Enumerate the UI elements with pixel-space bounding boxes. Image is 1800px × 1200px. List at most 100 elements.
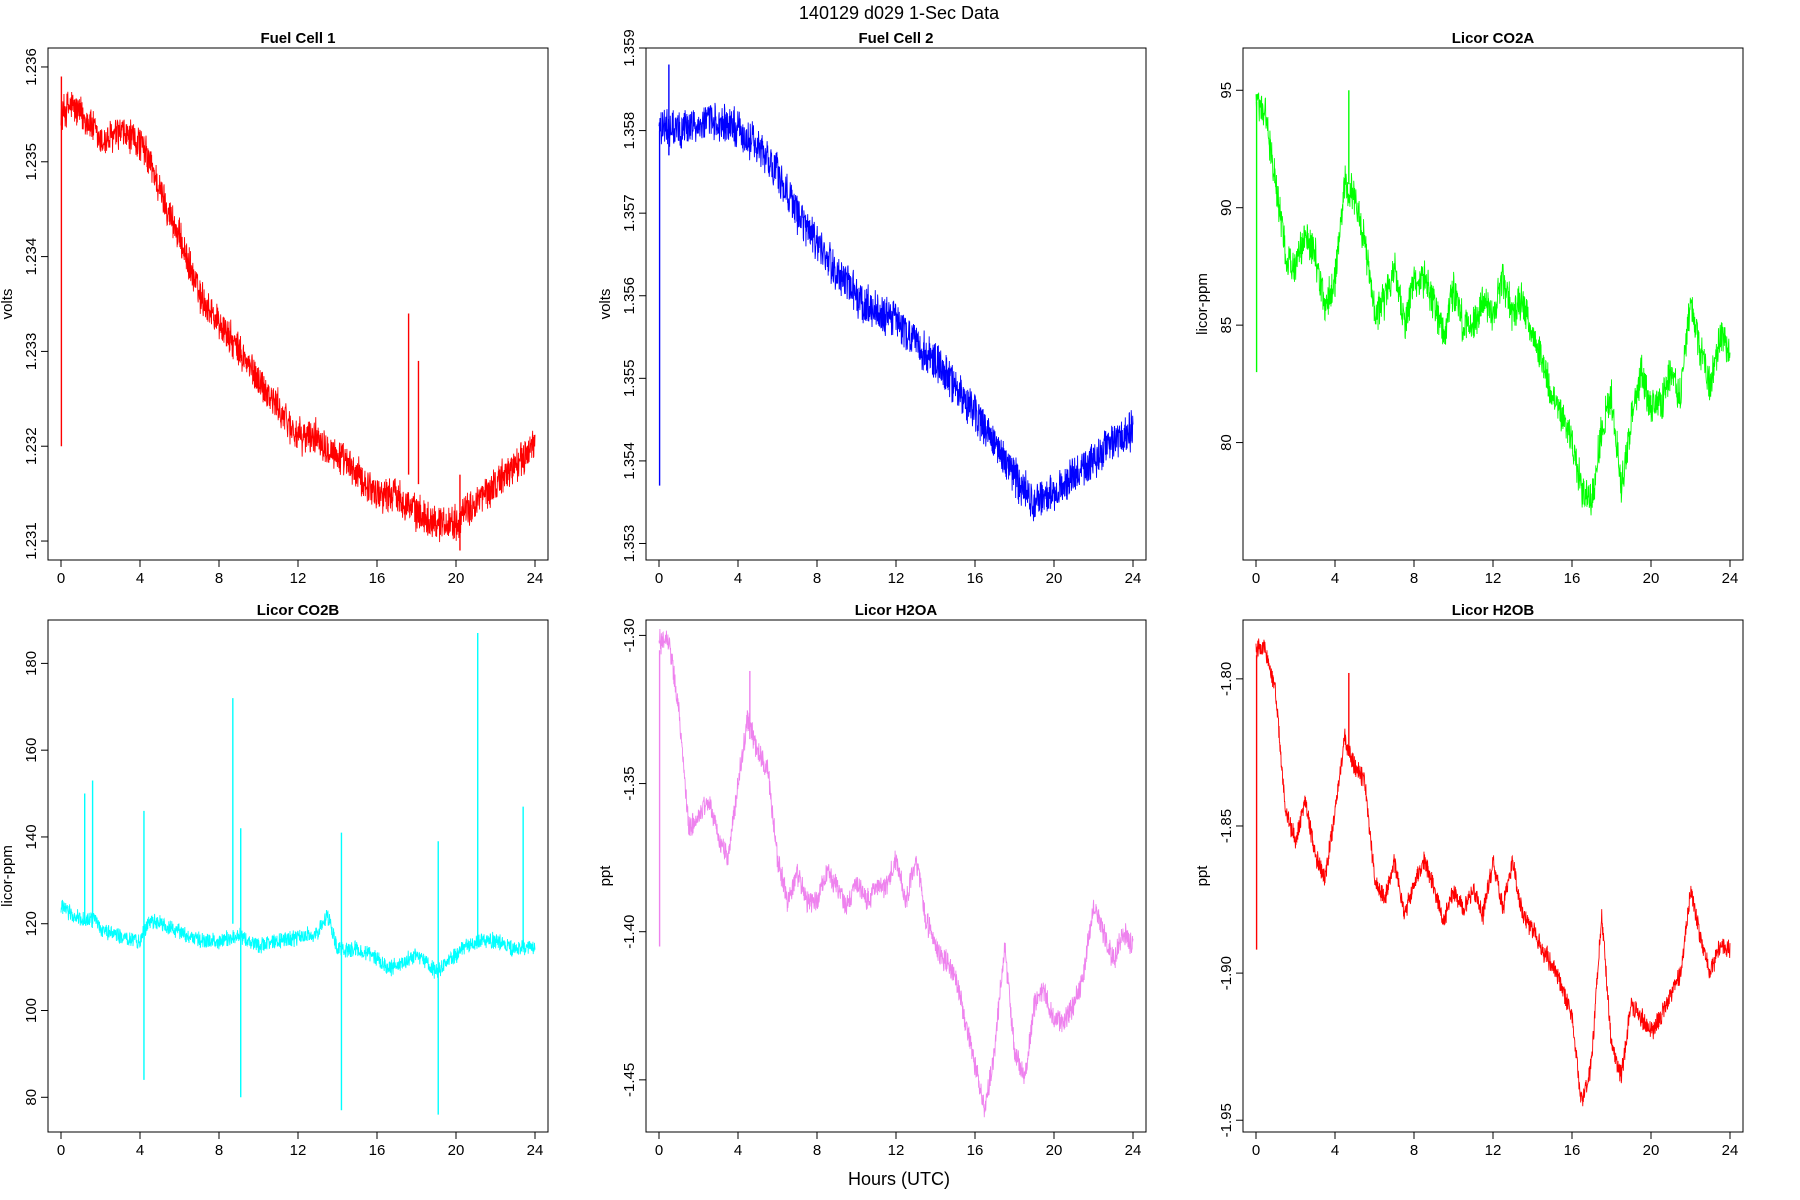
- x-tick-label: 16: [369, 570, 386, 587]
- y-tick-label: 90: [1218, 199, 1235, 216]
- x-tick-label: 4: [734, 570, 742, 587]
- y-tick-label: 1.356: [621, 277, 638, 315]
- x-tick-label: 4: [136, 1142, 144, 1159]
- x-tick-label: 16: [369, 1142, 386, 1159]
- x-tick-label: 4: [1331, 1142, 1339, 1159]
- x-tick-label: 8: [215, 1142, 223, 1159]
- x-tick-label: 24: [527, 1142, 544, 1159]
- plot-frame: [1242, 619, 1744, 1133]
- panel-title: Licor CO2A: [1452, 30, 1535, 47]
- x-tick-label: 16: [1564, 1142, 1581, 1159]
- y-tick-label: -1.90: [1218, 956, 1235, 990]
- x-tick-label: 0: [1252, 570, 1260, 587]
- x-tick-label: 0: [655, 1142, 663, 1159]
- plot-frame: [47, 619, 549, 1133]
- panel-title: Licor H2OB: [1452, 602, 1535, 619]
- x-tick-label: 4: [136, 570, 144, 587]
- y-tick-label: 1.234: [23, 238, 40, 276]
- x-tick-label: 24: [1125, 1142, 1142, 1159]
- x-tick-label: 20: [1046, 1142, 1063, 1159]
- y-tick-label: 1.358: [621, 112, 638, 150]
- panel-3: Licor CO2A licor-ppm 0 4 8 12 16 20 24 80 85 90 95: [1194, 30, 1744, 587]
- x-tick-label: 20: [1643, 570, 1660, 587]
- panel-title: Licor H2OA: [855, 602, 938, 619]
- x-tick-label: 20: [448, 570, 465, 587]
- y-tick-label: 1.359: [621, 29, 638, 67]
- x-tick-label: 8: [813, 570, 821, 587]
- series-trace: [1255, 92, 1731, 516]
- x-tick-label: 12: [888, 1142, 905, 1159]
- y-axis-label: volts: [0, 289, 16, 320]
- y-tick-label: 85: [1218, 317, 1235, 334]
- y-tick-label: 1.353: [621, 525, 638, 563]
- panel-title: Fuel Cell 1: [260, 30, 335, 47]
- panel-title: Fuel Cell 2: [858, 30, 933, 47]
- x-tick-label: 0: [57, 570, 65, 587]
- x-tick-label: 20: [1046, 570, 1063, 587]
- y-tick-label: 1.235: [23, 143, 40, 181]
- y-tick-label: 1.231: [23, 522, 40, 560]
- y-tick-label: 1.233: [23, 333, 40, 371]
- series-trace: [1255, 638, 1731, 1107]
- y-tick-label: 1.236: [23, 48, 40, 86]
- y-tick-label: -1.80: [1218, 662, 1235, 696]
- x-tick-label: 8: [813, 1142, 821, 1159]
- series-trace: [60, 899, 536, 979]
- x-tick-label: 4: [734, 1142, 742, 1159]
- panel-1: Fuel Cell 1 volts 0 4 8 12 16 20 24 1.231 1.232 1.2…: [0, 30, 549, 587]
- y-tick-label: 100: [23, 998, 40, 1023]
- y-tick-label: 80: [23, 1089, 40, 1106]
- y-tick-label: -1.45: [621, 1063, 638, 1097]
- y-axis-label: ppt: [1194, 865, 1211, 887]
- x-tick-label: 4: [1331, 570, 1339, 587]
- x-tick-label: 8: [1410, 570, 1418, 587]
- y-tick-label: 1.357: [621, 194, 638, 232]
- x-tick-label: 12: [290, 570, 307, 587]
- series-trace: [658, 629, 1134, 1118]
- y-tick-label: -1.95: [1218, 1103, 1235, 1137]
- x-tick-label: 12: [1485, 1142, 1502, 1159]
- x-tick-label: 16: [967, 1142, 984, 1159]
- y-tick-label: -1.40: [621, 915, 638, 949]
- x-tick-label: 8: [215, 570, 223, 587]
- panel-title: Licor CO2B: [257, 602, 340, 619]
- x-tick-label: 12: [888, 570, 905, 587]
- x-axis-label: Hours (UTC): [848, 1169, 950, 1189]
- plot-frame: [645, 619, 1147, 1133]
- y-tick-label: 180: [23, 651, 40, 676]
- plot-frame: [1242, 47, 1744, 561]
- y-axis-label: licor-ppm: [0, 845, 16, 907]
- y-tick-label: -1.85: [1218, 809, 1235, 843]
- y-tick-label: 1.355: [621, 360, 638, 398]
- panel-4: Licor CO2B licor-ppm 0 4 8 12 16 20 24 80 100 120 14…: [0, 602, 549, 1159]
- y-tick-label: 95: [1218, 82, 1235, 99]
- y-axis-label: ppt: [597, 865, 614, 887]
- y-axis-label: volts: [597, 289, 614, 320]
- y-tick-label: 120: [23, 911, 40, 936]
- series-trace: [658, 102, 1134, 522]
- x-tick-label: 0: [655, 570, 663, 587]
- x-tick-label: 0: [57, 1142, 65, 1159]
- y-tick-label: 140: [23, 824, 40, 849]
- panel-2: Fuel Cell 2 volts 0 4 8 12 16 20 24 1.353 1.354 1.3…: [597, 29, 1147, 587]
- panel-5: Licor H2OA ppt 0 4 8 12 16 20 24 -1.45 -1.40 -1.35 -…: [597, 602, 1147, 1159]
- x-tick-label: 8: [1410, 1142, 1418, 1159]
- y-tick-label: 160: [23, 738, 40, 763]
- x-tick-label: 24: [527, 570, 544, 587]
- x-tick-label: 16: [967, 570, 984, 587]
- y-axis-label: licor-ppm: [1194, 273, 1211, 335]
- y-tick-label: -1.35: [621, 766, 638, 800]
- panels: Fuel Cell 1 volts 0 4 8 12 16 20 24 1.231 1.232 1.2…: [0, 29, 1744, 1159]
- x-tick-label: 0: [1252, 1142, 1260, 1159]
- y-tick-label: 80: [1218, 434, 1235, 451]
- figure-title: 140129 d029 1-Sec Data: [799, 3, 1000, 23]
- series-trace: [60, 91, 536, 543]
- x-tick-label: 16: [1564, 570, 1581, 587]
- panel-6: Licor H2OB ppt 0 4 8 12 16 20 24 -1.95 -1.90 -1.85 -…: [1194, 602, 1744, 1159]
- y-tick-label: 1.354: [621, 442, 638, 480]
- x-tick-label: 20: [1643, 1142, 1660, 1159]
- x-tick-label: 20: [448, 1142, 465, 1159]
- x-tick-label: 24: [1125, 570, 1142, 587]
- x-tick-label: 12: [1485, 570, 1502, 587]
